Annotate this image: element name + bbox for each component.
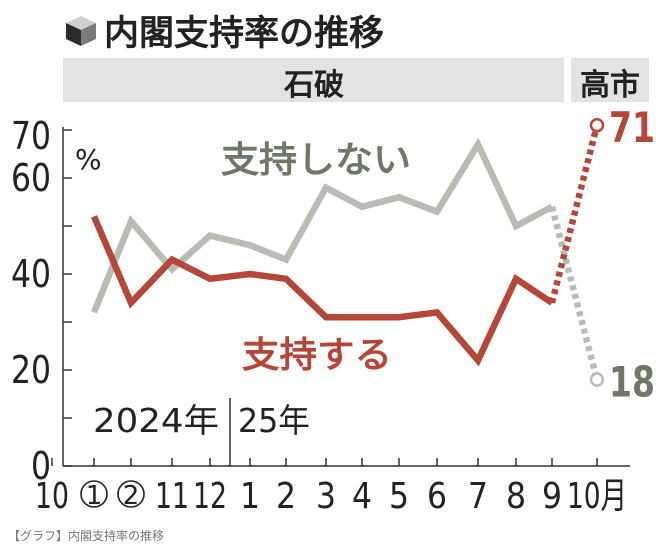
series-end-label: 18 (609, 358, 655, 407)
x-tick-label: 1 (240, 476, 260, 517)
chart-title: 内閣支持率の推移 (104, 14, 385, 54)
x-tick-label: 2 (276, 476, 296, 517)
x-tick-label: 6 (427, 476, 447, 517)
figure-caption: 【グラフ】内閣支持率の推移 (8, 529, 165, 543)
x-tick-label: 12 (193, 476, 227, 517)
x-tick-label: 10月 (567, 476, 627, 517)
x-tick-label: 7 (468, 476, 488, 517)
y-tick-label: 0 (31, 444, 51, 488)
series-end-marker (589, 372, 605, 387)
x-tick-label: 11 (155, 476, 189, 517)
era-label-ishiba: 石破 (284, 68, 344, 103)
series-end-marker (589, 117, 605, 133)
y-unit-label: % (75, 143, 102, 176)
era-band-takaichi: 高市 (571, 58, 649, 103)
y-tick-label: 70 (11, 114, 51, 158)
series-label-approve: 支持する (242, 335, 392, 376)
series-label-disapprove: 支持しない (221, 140, 411, 181)
x-label-circle (80, 480, 108, 508)
x-tick-label: 8 (506, 476, 526, 517)
x-tick-label: 4 (352, 476, 372, 517)
y-tick-label: 60 (11, 156, 51, 200)
series-end-label: 71 (609, 103, 655, 152)
y-tick-label: 40 (11, 252, 51, 296)
x-tick-label: 2 (123, 481, 140, 511)
x-label-circle (117, 480, 145, 508)
series-dashed-segment (548, 124, 601, 304)
series-line (91, 215, 554, 367)
year-label-2025: 25年 (238, 401, 310, 440)
series-dashed-segment (548, 205, 601, 381)
x-tick-label: 10 (35, 476, 69, 517)
series-line (90, 137, 554, 314)
x-tick-label: 3 (316, 476, 336, 517)
x-tick-label: 9 (542, 476, 562, 517)
x-tick-label: 1 (86, 481, 103, 511)
x-tick-label: 5 (389, 476, 409, 517)
cube-icon (66, 16, 96, 46)
year-label-2024: 2024年 (93, 401, 219, 440)
era-band-ishiba: 石破 (63, 58, 564, 103)
era-label-takaichi: 高市 (580, 68, 640, 103)
y-tick-label: 20 (11, 348, 51, 392)
